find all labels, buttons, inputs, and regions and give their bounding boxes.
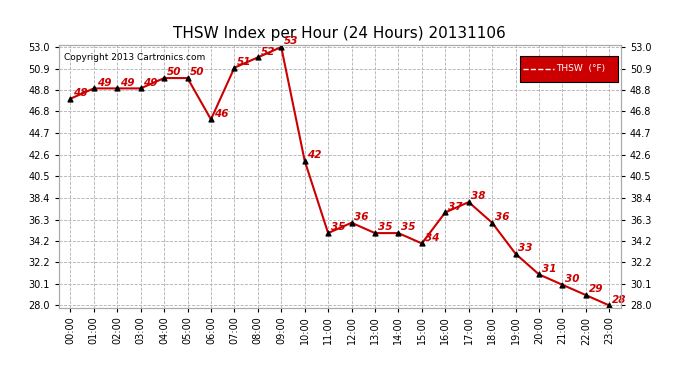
Point (65, 96, 76, 102)
Point (486, 220, 497, 226)
Text: 49: 49 (97, 78, 111, 88)
Text: 52: 52 (261, 46, 275, 57)
Text: 35: 35 (331, 222, 346, 232)
Text: 31: 31 (542, 264, 556, 274)
Point (533, 272, 544, 278)
Text: 29: 29 (589, 284, 603, 294)
Title: THSW Index per Hour (24 Hours) 20131106: THSW Index per Hour (24 Hours) 20131106 (173, 26, 506, 41)
Text: 49: 49 (120, 78, 135, 88)
Text: 34: 34 (424, 232, 439, 243)
Point (159, 75, 170, 81)
Point (369, 230, 380, 236)
Text: 50: 50 (167, 67, 181, 77)
Text: 28: 28 (612, 295, 627, 304)
Point (182, 75, 193, 81)
Text: 38: 38 (471, 191, 486, 201)
Text: 35: 35 (401, 222, 415, 232)
Text: Copyright 2013 Cartronics.com: Copyright 2013 Cartronics.com (64, 53, 206, 62)
Point (557, 282, 568, 288)
Text: 36: 36 (495, 212, 509, 222)
Text: 50: 50 (190, 67, 205, 77)
Point (229, 65, 240, 71)
Point (88, 86, 99, 92)
Point (135, 86, 146, 92)
Text: 35: 35 (377, 222, 392, 232)
Text: 48: 48 (73, 88, 88, 98)
Text: THSW  (°F): THSW (°F) (556, 64, 605, 73)
Point (440, 209, 451, 215)
Point (346, 220, 357, 226)
Text: 36: 36 (355, 212, 369, 222)
Point (416, 240, 427, 246)
Point (299, 158, 310, 164)
Point (253, 54, 264, 60)
Text: 42: 42 (308, 150, 322, 160)
Text: 37: 37 (448, 202, 462, 211)
FancyBboxPatch shape (520, 56, 618, 82)
Point (580, 292, 591, 298)
Point (393, 230, 404, 236)
Text: 30: 30 (565, 274, 580, 284)
Point (463, 199, 474, 205)
Point (112, 86, 123, 92)
Point (323, 230, 334, 236)
Point (510, 251, 521, 257)
Text: 33: 33 (518, 243, 533, 253)
Text: 53: 53 (284, 36, 299, 46)
Text: 46: 46 (214, 109, 228, 118)
Point (276, 44, 287, 50)
Point (206, 116, 217, 122)
Text: 51: 51 (237, 57, 252, 67)
Text: 49: 49 (144, 78, 158, 88)
Point (604, 302, 615, 308)
